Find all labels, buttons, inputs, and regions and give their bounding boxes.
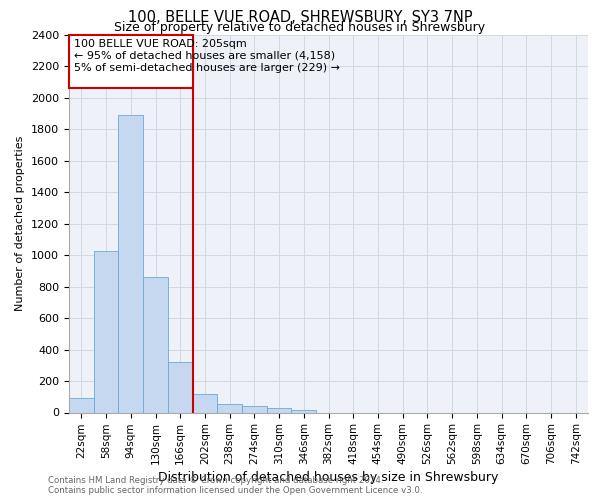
Bar (292, 410, 316, 412)
Y-axis label: Number of detached properties: Number of detached properties (16, 136, 25, 312)
Bar (118, 115, 143, 412)
X-axis label: Distribution of detached houses by size in Shrewsbury: Distribution of detached houses by size … (158, 472, 499, 484)
Bar (94, 252, 118, 412)
Text: Contains HM Land Registry data © Crown copyright and database right 2024.
Contai: Contains HM Land Registry data © Crown c… (48, 476, 422, 495)
Text: 100 BELLE VUE ROAD: 205sqm: 100 BELLE VUE ROAD: 205sqm (74, 39, 247, 49)
Bar (193, 394, 217, 412)
Bar (242, 406, 267, 412)
FancyBboxPatch shape (69, 35, 193, 88)
Text: 5% of semi-detached houses are larger (229) →: 5% of semi-detached houses are larger (2… (74, 64, 340, 74)
Bar (69, 398, 94, 412)
Bar (267, 408, 292, 412)
Bar (217, 404, 242, 412)
Text: 100, BELLE VUE ROAD, SHREWSBURY, SY3 7NP: 100, BELLE VUE ROAD, SHREWSBURY, SY3 7NP (128, 10, 472, 25)
Bar (143, 277, 168, 412)
Bar (168, 362, 193, 412)
Text: ← 95% of detached houses are smaller (4,158): ← 95% of detached houses are smaller (4,… (74, 50, 335, 60)
Text: Size of property relative to detached houses in Shrewsbury: Size of property relative to detached ho… (115, 21, 485, 34)
